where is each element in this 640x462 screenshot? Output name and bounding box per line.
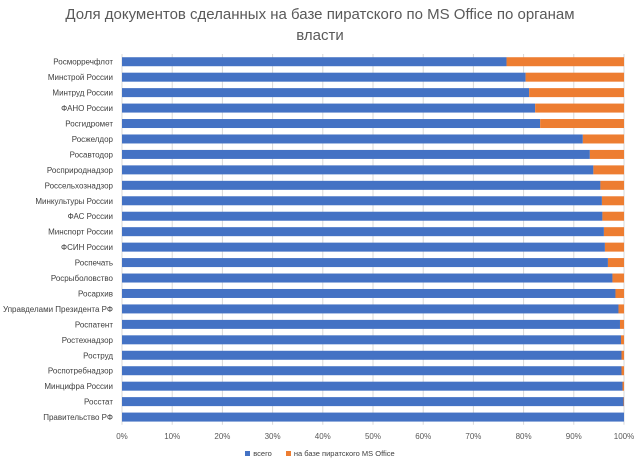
category-label: Росавтодор (70, 150, 114, 159)
category-label: Минтруд России (52, 89, 113, 98)
bar-pirated (619, 319, 624, 329)
legend-item-total: всего (245, 449, 272, 458)
x-tick-label: 20% (214, 432, 230, 441)
category-label: ФАС России (68, 212, 113, 221)
bar-pirated (593, 165, 624, 175)
category-label: Росстат (84, 398, 113, 407)
bar-total (122, 88, 530, 98)
bar-pirated (529, 88, 624, 98)
category-label: Росархив (78, 289, 113, 298)
legend-label-total: всего (253, 449, 272, 458)
bar-pirated (506, 57, 624, 67)
bar-total (122, 366, 622, 376)
bar-total (122, 258, 608, 268)
category-label: Росморречфлот (53, 58, 113, 67)
bar-pirated (621, 350, 624, 360)
bar-total (122, 335, 621, 345)
chart-title-line-1: Доля документов сделанных на базе пиратс… (65, 6, 575, 23)
bar-total (122, 397, 624, 407)
category-label: Минстрой России (48, 73, 113, 82)
bar-pirated (612, 273, 624, 283)
bar-pirated (601, 196, 624, 206)
bar-pirated (607, 258, 624, 268)
legend-item-pirated: на базе пиратского MS Office (285, 449, 395, 458)
bar-total (122, 149, 590, 159)
x-tick-label: 50% (365, 432, 381, 441)
bar-pirated (589, 149, 624, 159)
bar-total (122, 134, 583, 144)
bar-pirated (582, 134, 624, 144)
bar-pirated (602, 211, 624, 221)
chart-title-line-2: власти (296, 27, 344, 44)
bar-pirated (615, 288, 624, 298)
legend-swatch-total (245, 451, 251, 456)
bar-total (122, 304, 619, 314)
bar-total (122, 57, 507, 67)
bar-total (122, 350, 622, 360)
x-tick-label: 70% (465, 432, 481, 441)
category-label: Минспорт России (48, 228, 113, 237)
category-label: Росгидромет (65, 120, 113, 129)
category-label: Минкультуры России (35, 197, 113, 206)
bar-total (122, 273, 613, 283)
legend-label-pirated: на базе пиратского MS Office (293, 449, 395, 458)
bar-pirated (525, 72, 624, 82)
category-label: Роспотребнадзор (48, 367, 114, 376)
bar-pirated (618, 304, 624, 314)
category-label: Россельхознадзор (45, 181, 114, 190)
category-label: Росжелдор (72, 135, 114, 144)
bar-pirated (621, 366, 624, 376)
x-tick-label: 0% (116, 432, 128, 441)
bar-pirated (604, 242, 624, 252)
bar-pirated (623, 397, 624, 407)
legend-swatch-pirated (285, 451, 291, 456)
bar-total (122, 180, 601, 190)
bar-pirated (620, 335, 624, 345)
category-label: Роструд (83, 351, 113, 360)
bar-total (122, 196, 602, 206)
x-tick-label: 60% (415, 432, 431, 441)
chart-title: Доля документов сделанных на базе пиратс… (0, 4, 640, 46)
bar-pirated (622, 381, 624, 391)
category-label: Минцифра России (44, 382, 113, 391)
bar-total (122, 119, 541, 129)
category-label: Росприроднадзор (47, 166, 114, 175)
bar-total (122, 381, 623, 391)
bar-total (122, 242, 605, 252)
legend: всего на базе пиратского MS Office (0, 449, 640, 458)
bar-total (122, 72, 526, 82)
x-tick-label: 90% (566, 432, 582, 441)
bar-pirated (540, 119, 624, 129)
bar-total (122, 165, 594, 175)
bar-total (122, 103, 536, 113)
category-label: Правительство РФ (43, 413, 113, 422)
bar-pirated (535, 103, 624, 113)
category-label: Росрыболовство (51, 274, 114, 283)
bar-total (122, 288, 616, 298)
category-label: ФАНО России (61, 104, 113, 113)
x-tick-label: 40% (315, 432, 331, 441)
bar-total (122, 211, 603, 221)
bar-pirated (600, 180, 624, 190)
bar-pirated (603, 227, 624, 237)
category-label: Управделами Президента РФ (3, 305, 113, 314)
x-tick-label: 10% (164, 432, 180, 441)
category-label: Роспечать (75, 259, 113, 268)
x-tick-label: 30% (265, 432, 281, 441)
category-label: ФСИН России (61, 243, 113, 252)
x-tick-label: 100% (614, 432, 634, 441)
category-label: Роспатент (75, 320, 113, 329)
category-label: Ростехнадзор (62, 336, 114, 345)
bar-total (122, 319, 620, 329)
bar-total (122, 412, 624, 422)
x-tick-label: 80% (516, 432, 532, 441)
bar-total (122, 227, 604, 237)
